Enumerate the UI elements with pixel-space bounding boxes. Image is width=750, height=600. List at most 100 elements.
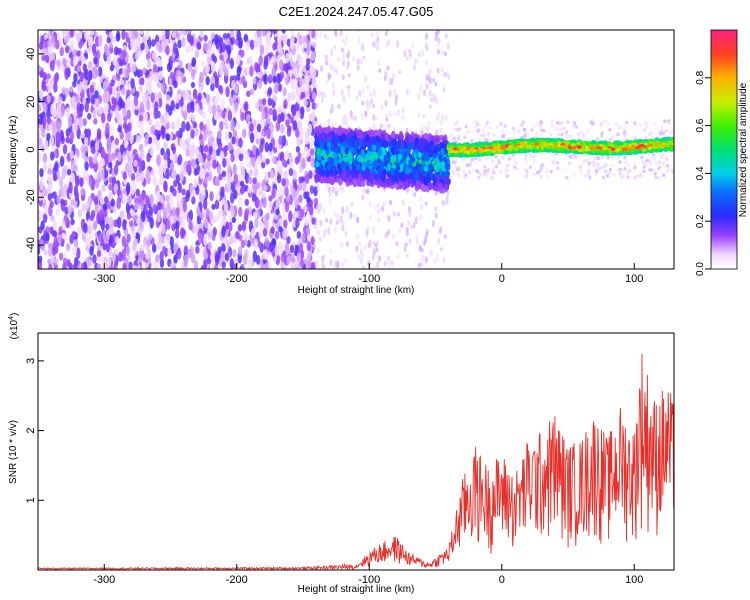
spectrogram-cell [136,134,141,144]
spectrogram-cell [159,251,164,261]
spectrogram-cell [43,48,48,56]
spectrogram-cell [411,42,415,49]
spectrogram-cell [302,180,307,192]
spectrogram-cell [317,229,321,237]
spectrogram-cell [434,212,438,219]
spectrogram-cell [256,71,261,78]
spectrogram-cell [462,170,466,174]
spectrogram-cell [217,141,223,152]
spectrogram-cell [315,161,320,168]
spectrogram-cell [39,239,45,248]
spectrogram-cell [441,50,445,56]
spectrogram-cell [352,213,356,219]
spectrogram-cell [408,237,412,245]
spectrogram-cell [120,210,125,221]
spectrogram-cell [598,166,602,171]
spectrogram-cell [77,208,82,218]
spectrogram-cell [436,48,440,55]
spectrogram-cell [325,34,329,41]
spectrogram-cell [408,159,413,166]
spectrogram-cell [249,66,254,77]
spectrogram-cell [188,221,193,231]
spectrogram-cell [392,210,396,217]
spectrogram-cell [436,42,440,47]
spectrogram-cell [268,242,274,253]
spectrogram-cell [670,168,674,173]
spectrogram-cell [257,98,263,106]
spectrogram-cell [418,172,424,181]
spectrogram-cell [222,237,228,245]
spectrogram-cell [309,185,315,194]
spectrogram-cell [119,131,124,140]
spectrogram-cell [52,126,57,138]
spectrogram-cell [272,95,278,102]
spectrogram-cell [78,117,84,128]
spectrogram-cell [165,168,170,180]
spectrogram-cell [306,127,312,137]
spectrogram-cell [306,241,312,252]
spectrogram-cell [433,163,439,171]
spectrogram-cell [100,169,105,179]
spectrogram-cell [203,129,208,139]
spectrogram-cell [595,137,600,141]
spectrogram-cell [268,142,273,152]
spectrogram-cell [428,76,432,85]
spectrogram-cell [372,227,376,235]
spectrogram-cell [186,136,192,143]
spectrogram-cell [532,171,536,176]
spectrogram-cell [231,216,237,224]
spectrogram-cell [94,141,100,151]
spectrogram-cell [160,114,165,125]
spectrogram-cell [377,217,381,223]
spectrogram-cell [278,135,283,146]
spectrogram-cell [276,255,281,263]
spectrogram-cell [540,128,544,132]
spectrogram-cell [291,187,296,198]
spectrogram-cell [181,120,186,133]
spectrogram-cell [444,115,448,122]
spectrogram-cell [425,32,429,40]
spectrogram-cell [401,106,405,114]
spectrogram-cell [93,50,98,57]
spectrogram-cell [219,120,224,131]
spectrogram-cell [246,162,252,169]
spectrogram-cell [72,245,77,256]
spectrogram-cell [538,153,543,157]
spectrogram-cell [376,238,380,245]
spectrogram-cell [355,245,359,252]
spectrogram-cell [643,121,648,125]
spectrogram-cell [349,146,355,153]
spectrogram-cell [76,247,81,260]
spectrogram-cell [106,137,112,146]
spectrogram-cell [75,32,80,41]
spectrogram-cell [211,65,216,73]
spectrogram-cell [55,120,61,130]
spectrogram-cell [169,161,175,171]
spectrogram-cell [80,187,85,196]
spectrogram-cell [97,106,103,115]
spectrogram-cell [105,223,110,230]
spectrogram-cell [147,77,153,87]
spectrogram-cell [87,35,93,47]
spectrogram-cell [586,129,590,134]
spectrogram-cell [92,72,98,80]
spectrogram-cell [150,125,155,135]
spectrogram-cell [68,52,74,59]
spectrogram-cell [457,166,461,170]
spectrogram-cell [435,36,439,42]
spectrogram-cell [327,118,331,126]
spectrogram-cell [359,58,363,66]
spectrogram-cell [146,58,152,69]
spectrogram-cell [92,220,98,230]
spectrogram-cell [48,124,53,132]
spectrogram-cell [230,120,235,132]
spectrogram-cell [92,109,97,119]
spectrogram-cell [325,60,329,66]
spectrogram-cell [53,161,59,172]
spectrogram-cell [470,138,474,143]
spectrogram-cell [617,169,622,173]
spectrogram-cell [437,237,441,245]
spectrogram-cell [472,167,476,172]
spectrogram-cell [474,156,478,161]
spectrogram-cell [39,41,44,51]
